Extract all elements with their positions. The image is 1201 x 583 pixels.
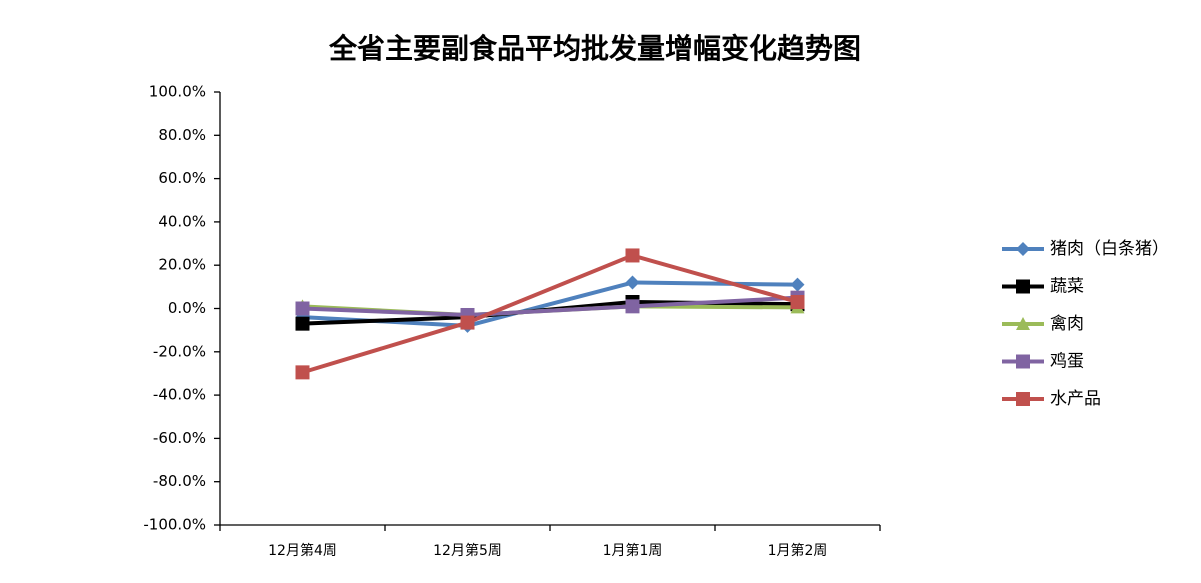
legend-marker xyxy=(1016,392,1030,406)
x-tick-label: 12月第4周 xyxy=(268,542,337,559)
data-point xyxy=(790,277,805,292)
y-tick-label: -100.0% xyxy=(143,516,206,534)
y-tick-label: -60.0% xyxy=(153,429,206,447)
data-point xyxy=(295,316,310,331)
x-tick-label: 1月第2周 xyxy=(768,542,828,559)
y-tick-label: 60.0% xyxy=(158,169,206,187)
x-tick-label: 1月第1周 xyxy=(603,542,663,559)
y-tick-label: 80.0% xyxy=(158,126,206,144)
y-tick-label: -40.0% xyxy=(153,386,206,404)
series-line xyxy=(301,253,799,375)
data-point xyxy=(625,275,640,290)
data-point xyxy=(790,295,805,310)
data-point xyxy=(295,365,310,380)
legend-label: 猪肉（白条猪） xyxy=(1050,239,1169,259)
y-tick-label: 40.0% xyxy=(158,212,206,230)
data-point xyxy=(295,301,310,316)
legend-marker xyxy=(1016,317,1030,330)
x-tick-label: 12月第5周 xyxy=(433,542,502,559)
y-tick-label: 20.0% xyxy=(158,256,206,274)
legend-label: 水产品 xyxy=(1050,389,1101,409)
y-tick-label: -20.0% xyxy=(153,342,206,360)
legend-marker xyxy=(1016,354,1030,369)
legend-label: 蔬菜 xyxy=(1050,277,1084,297)
y-tick-label: -80.0% xyxy=(153,472,206,490)
legend-marker xyxy=(1016,279,1030,294)
data-point xyxy=(625,248,640,263)
legend-marker xyxy=(1016,242,1030,256)
legend-label: 禽肉 xyxy=(1050,314,1084,334)
y-tick-label: 100.0% xyxy=(149,83,206,101)
chart-title: 全省主要副食品平均批发量增幅变化趋势图 xyxy=(328,32,861,65)
data-point xyxy=(625,299,640,314)
series-line xyxy=(302,295,798,317)
y-tick-label: 0.0% xyxy=(168,299,206,317)
legend-label: 鸡蛋 xyxy=(1050,352,1084,372)
data-point xyxy=(460,315,475,330)
